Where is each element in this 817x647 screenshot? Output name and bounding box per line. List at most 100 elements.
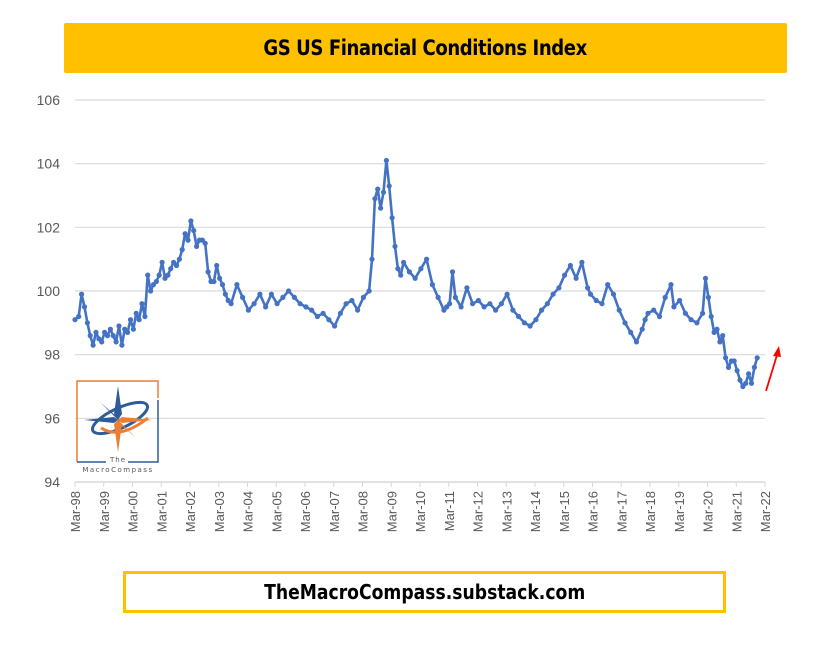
data-point [156, 272, 162, 278]
data-point [127, 317, 134, 323]
data-point [573, 275, 579, 281]
data-point [599, 301, 605, 307]
x-tick-label: Mar-05 [269, 491, 284, 532]
x-tick-label: Mar-18 [643, 491, 658, 532]
data-point [228, 301, 234, 307]
data-point [754, 355, 760, 361]
x-tick-label: Mar-01 [154, 491, 169, 532]
data-point [179, 247, 185, 253]
data-point [349, 297, 355, 304]
y-tick-label: 102 [37, 219, 61, 235]
x-tick-label: Mar-11 [442, 491, 457, 531]
compass-rose-icon [76, 380, 159, 463]
data-point [412, 275, 418, 281]
data-point [705, 294, 712, 300]
data-point [449, 269, 456, 275]
x-tick-label: Mar-07 [327, 491, 342, 532]
data-point [481, 304, 487, 310]
data-point [628, 329, 634, 335]
data-point [81, 304, 88, 310]
data-point [550, 291, 556, 297]
data-point [375, 186, 381, 192]
data-point [142, 313, 148, 320]
data-point [587, 291, 594, 297]
data-point [168, 266, 174, 272]
data-point [694, 320, 700, 326]
x-tick-label: Mar-12 [471, 491, 486, 532]
data-point [527, 323, 533, 329]
data-point [90, 342, 96, 348]
x-axis-ticks: Mar-98 Mar-99 Mar-00 Mar-01 Mar-02 Mar-03 Mar-… [68, 482, 773, 532]
data-point [191, 227, 197, 234]
x-tick-label: Mar-19 [672, 491, 687, 532]
data-point [185, 237, 191, 243]
data-point [240, 294, 246, 300]
series-line [74, 159, 759, 388]
data-point [263, 304, 269, 310]
data-point [424, 256, 430, 262]
data-point [87, 333, 93, 339]
data-point [286, 288, 292, 294]
data-point [176, 256, 182, 262]
data-point [297, 301, 303, 307]
data-point [386, 183, 392, 189]
data-point [510, 307, 516, 313]
data-point [642, 317, 648, 323]
arrow-shaft [765, 354, 778, 392]
data-point [544, 301, 551, 307]
data-point [159, 259, 165, 265]
data-point [743, 380, 749, 386]
x-tick-label: Mar-10 [413, 491, 428, 532]
data-point [76, 313, 82, 320]
data-point [651, 307, 657, 313]
data-point [79, 291, 85, 297]
data-point [291, 294, 297, 300]
data-point [245, 307, 251, 313]
y-tick-label: 106 [37, 92, 61, 108]
data-point [136, 317, 142, 323]
data-point [369, 256, 375, 262]
data-point [165, 272, 171, 278]
footer-url[interactable]: TheMacroCompass.substack.com [263, 580, 586, 604]
data-point [475, 297, 481, 304]
data-point [380, 189, 387, 195]
data-point [605, 282, 611, 288]
data-point [130, 326, 136, 332]
data-point [688, 317, 694, 323]
x-tick-label: Mar-21 [729, 491, 744, 532]
data-point [748, 380, 755, 386]
footer-banner: TheMacroCompass.substack.com [123, 571, 726, 613]
data-point [119, 342, 125, 348]
data-point [700, 310, 706, 316]
data-point [406, 269, 412, 275]
x-tick-label: Mar-22 [758, 491, 773, 532]
data-point [662, 294, 668, 300]
x-tick-label: Mar-09 [384, 491, 399, 532]
y-tick-label: 98 [44, 347, 60, 363]
data-point [487, 301, 493, 307]
data-point [731, 358, 737, 364]
x-tick-label: Mar-13 [499, 491, 514, 532]
x-tick-label: Mar-99 [97, 491, 112, 532]
data-point [107, 326, 113, 332]
data-point [202, 240, 208, 246]
data-point [567, 262, 574, 269]
data-point [498, 301, 504, 307]
data-point [372, 196, 378, 202]
data-point [720, 333, 726, 339]
arrow-head-icon [773, 346, 781, 357]
data-point [429, 282, 435, 288]
data-point [153, 278, 159, 285]
chart-title: GS US Financial Conditions Index [263, 36, 588, 60]
x-tick-label: Mar-04 [241, 491, 256, 532]
data-point [418, 266, 424, 272]
data-point [725, 364, 732, 370]
x-tick-label: Mar-15 [557, 491, 572, 532]
data-point [639, 326, 645, 332]
y-axis-labels: 94 96 98 100 102 104 106 [37, 92, 61, 490]
x-tick-label: Mar-14 [528, 491, 543, 532]
series-line-group [72, 157, 760, 390]
data-point [110, 333, 116, 339]
title-banner: GS US Financial Conditions Index [64, 23, 787, 73]
